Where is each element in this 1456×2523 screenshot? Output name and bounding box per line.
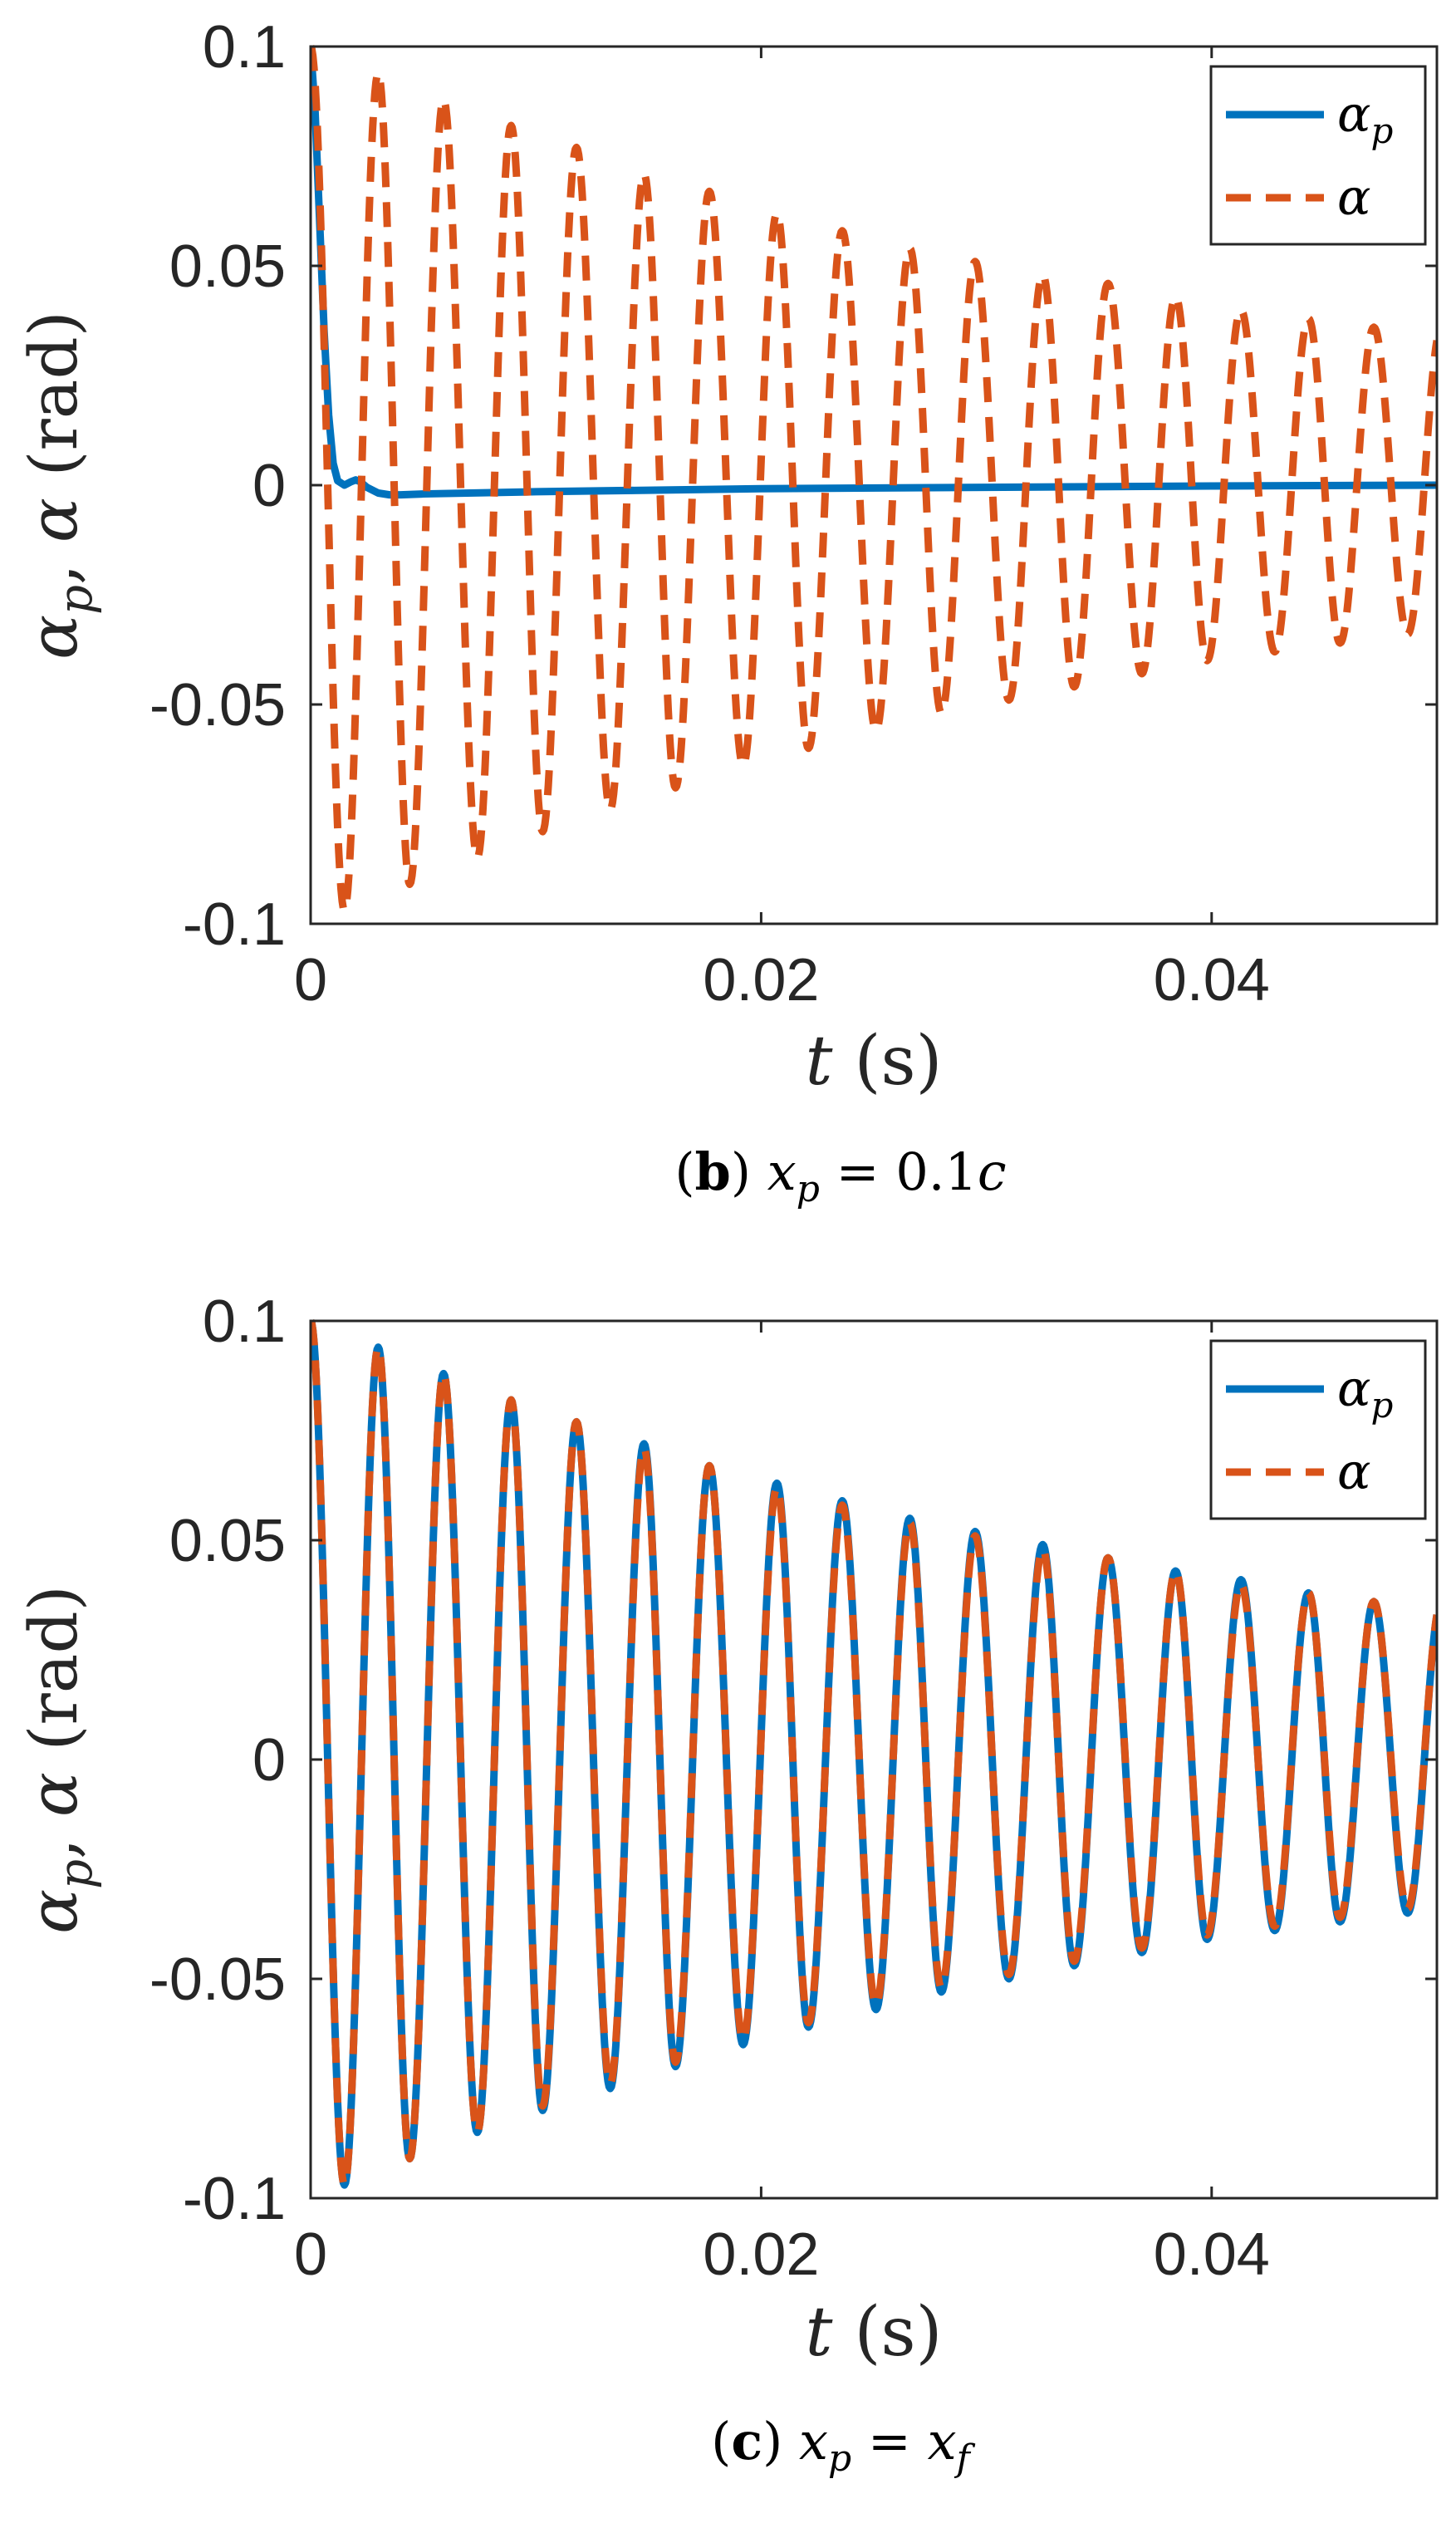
legend-label: α xyxy=(1337,1443,1371,1501)
legend-label: αp xyxy=(1337,86,1393,151)
legend-box xyxy=(1209,1339,1427,1520)
y-tick-label: 0.05 xyxy=(169,233,286,300)
plot-area xyxy=(311,1319,1437,2189)
plot-area xyxy=(311,45,1437,915)
x-axis-label: t (s) xyxy=(805,2293,942,2372)
x-tick-label: 0.02 xyxy=(703,2221,819,2288)
series-line-alpha xyxy=(311,45,1437,915)
y-axis-label: αp, α (rad) xyxy=(15,1585,103,1934)
x-tick-label: 0.04 xyxy=(1154,2221,1270,2288)
x-tick-label: 0 xyxy=(294,2221,327,2288)
panel-caption: (b) xp = 0.1c xyxy=(674,1141,1006,1210)
panel-caption: (c) xp = xf xyxy=(711,2411,975,2480)
x-axis-label: t (s) xyxy=(805,1022,942,1101)
x-tick-label: 0.02 xyxy=(703,947,819,1014)
series-line-alpha xyxy=(311,1319,1437,2189)
legend: αp α xyxy=(1209,1339,1427,1520)
y-tick-label: 0.1 xyxy=(203,1288,286,1355)
legend-label: αp xyxy=(1337,1360,1393,1426)
x-tick-label: 0.04 xyxy=(1154,947,1270,1014)
legend-label: α xyxy=(1337,169,1371,227)
legend: αp α xyxy=(1209,65,1427,246)
y-tick-label: 0.1 xyxy=(203,14,286,81)
legend-box xyxy=(1209,65,1427,246)
y-tick-label: -0.1 xyxy=(183,2166,286,2232)
y-tick-label: 0 xyxy=(252,453,286,519)
y-tick-label: 0.05 xyxy=(169,1508,286,1574)
panel-c: 0 0.02 0.04 -0.1 -0.05 0 0.05 0.1 αp, α (rad) t (… xyxy=(15,1288,1439,2480)
y-tick-label: 0 xyxy=(252,1727,286,1794)
y-axis-label: αp, α (rad) xyxy=(15,311,103,660)
panel-b: 0 0.02 0.04 -0.1 -0.05 0 0.05 0.1 αp, α (rad) t (… xyxy=(15,14,1439,1210)
x-tick-label: 0 xyxy=(294,947,327,1014)
y-tick-label: -0.05 xyxy=(150,672,286,739)
y-tick-label: -0.05 xyxy=(150,1946,286,2013)
y-tick-label: -0.1 xyxy=(183,891,286,958)
